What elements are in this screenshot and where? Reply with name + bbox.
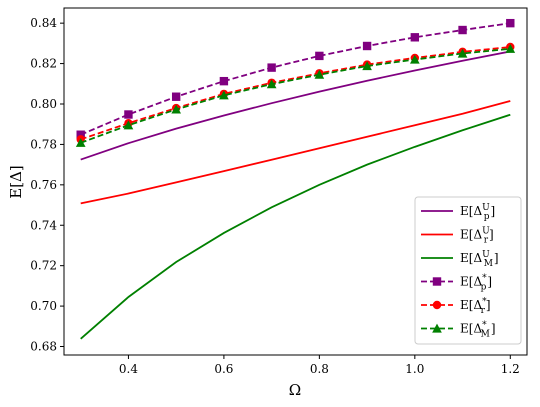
data-point bbox=[315, 51, 324, 61]
data-point bbox=[266, 79, 277, 89]
legend-marker bbox=[432, 300, 442, 310]
data-point bbox=[362, 41, 372, 51]
x-axis-label: Ω bbox=[289, 381, 301, 399]
y-tick-label: 0.74 bbox=[30, 218, 57, 232]
x-tick-label: 0.4 bbox=[119, 362, 138, 376]
y-tick-label: 0.78 bbox=[30, 137, 57, 151]
series-line bbox=[80, 47, 511, 144]
y-tick-label: 0.76 bbox=[30, 178, 57, 192]
legend-item: E[ΔU p] bbox=[421, 203, 495, 222]
legend-marker bbox=[432, 323, 442, 333]
series-6 bbox=[75, 43, 516, 147]
series-1 bbox=[80, 50, 511, 161]
data-point bbox=[458, 25, 467, 35]
legend-label: E[Δ* p] bbox=[460, 274, 492, 293]
legend: E[ΔU p] E[ΔU r] E[ΔU M] E[Δ* p] E[Δ* r] E[Δ* M] bbox=[414, 196, 522, 345]
data-point bbox=[267, 63, 276, 72]
legend-label: E[ΔU p] bbox=[460, 203, 495, 222]
series-line bbox=[80, 22, 511, 136]
axes-frame bbox=[63, 7, 528, 356]
y-axis: 0.68 0.70 0.72 0.74 0.76 0.78 0.80 0.82 0.84 bbox=[30, 16, 64, 354]
legend-label: E[ΔU r] bbox=[460, 227, 494, 246]
series-3 bbox=[80, 113, 511, 340]
legend-label: E[ΔU M] bbox=[460, 250, 499, 269]
y-tick-label: 0.84 bbox=[30, 16, 57, 30]
series-line bbox=[80, 46, 511, 141]
legend-item: E[Δ* M] bbox=[421, 321, 496, 340]
series-line bbox=[80, 50, 511, 161]
x-tick-label: 0.8 bbox=[310, 362, 329, 376]
data-point bbox=[410, 33, 420, 42]
x-tick-label: 1.0 bbox=[405, 362, 424, 376]
data-point bbox=[457, 48, 468, 58]
x-axis: 0.4 0.6 0.8 1.0 1.2 bbox=[119, 355, 520, 376]
series-line bbox=[80, 100, 511, 205]
data-point bbox=[362, 61, 372, 71]
y-tick-label: 0.70 bbox=[30, 299, 57, 313]
data-point bbox=[219, 76, 229, 86]
series-line bbox=[80, 113, 511, 340]
legend-marker bbox=[432, 277, 442, 286]
series-5 bbox=[76, 42, 515, 144]
data-point bbox=[123, 120, 134, 130]
data-point bbox=[506, 18, 515, 28]
legend-item: E[ΔU r] bbox=[421, 227, 494, 246]
data-point bbox=[171, 104, 182, 114]
data-point bbox=[76, 130, 85, 139]
data-point bbox=[75, 137, 86, 147]
data-point bbox=[171, 92, 181, 101]
data-point bbox=[124, 110, 133, 119]
y-axis-label: E[Δ] bbox=[7, 165, 25, 199]
y-tick-label: 0.80 bbox=[30, 97, 57, 111]
data-point bbox=[219, 90, 229, 100]
series-2 bbox=[80, 100, 511, 205]
series-4 bbox=[76, 18, 515, 139]
data-point bbox=[314, 69, 325, 79]
legend-item: E[Δ* r] bbox=[421, 297, 491, 316]
y-tick-label: 0.72 bbox=[30, 259, 57, 273]
data-point bbox=[505, 43, 516, 53]
x-tick-label: 1.2 bbox=[501, 362, 520, 376]
y-tick-label: 0.68 bbox=[30, 340, 57, 354]
legend-label: E[Δ* M] bbox=[460, 321, 496, 340]
legend-label: E[Δ* r] bbox=[460, 297, 491, 316]
x-tick-label: 0.6 bbox=[214, 362, 233, 376]
legend-item: E[Δ* p] bbox=[421, 274, 492, 293]
data-point bbox=[409, 54, 420, 64]
y-tick-label: 0.82 bbox=[30, 57, 57, 71]
legend-item: E[ΔU M] bbox=[421, 250, 499, 269]
plot-area bbox=[75, 18, 516, 340]
